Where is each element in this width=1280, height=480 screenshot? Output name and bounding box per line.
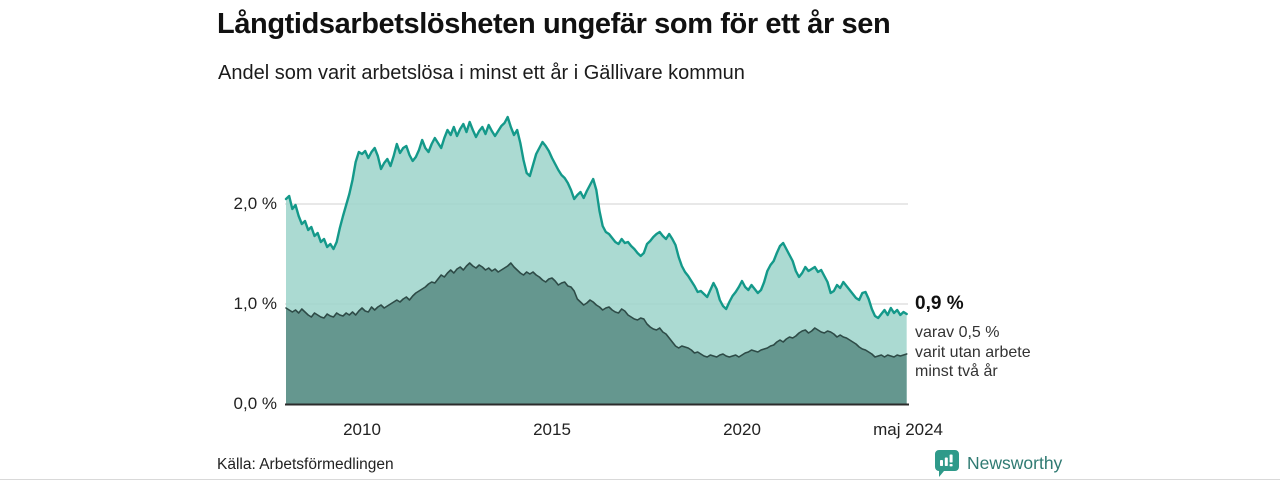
chart-subtitle: Andel som varit arbetslösa i minst ett å… [218, 62, 745, 84]
x-tick-label: 2015 [533, 420, 571, 439]
latest-value-label: 0,9 % [915, 293, 964, 314]
x-tick-label: 2020 [723, 420, 761, 439]
y-tick-label: 2,0 % [233, 194, 277, 213]
source-credit: Källa: Arbetsförmedlingen [217, 456, 394, 473]
x-tick-label: maj 2024 [873, 420, 944, 439]
newsworthy-wordmark: Newsworthy [967, 452, 1063, 473]
x-tick-label: 2010 [343, 420, 381, 439]
annotation-line-1: varav 0,5 % [915, 324, 1000, 341]
newsworthy-bubble-chart-icon [934, 449, 960, 478]
y-tick-label: 1,0 % [233, 294, 277, 313]
annotation-line-2: varit utan arbete [915, 343, 1031, 361]
latest-value-annotation: 0,9 % varav 0,5 % varit utan arbete mins… [915, 293, 1065, 382]
newsworthy-logo[interactable]: Newsworthy [934, 448, 1062, 478]
page-title: Långtidsarbetslösheten ungefär som för e… [217, 8, 891, 40]
y-tick-label: 0,0 % [233, 394, 277, 413]
annotation-line-3: minst två år [915, 363, 998, 380]
